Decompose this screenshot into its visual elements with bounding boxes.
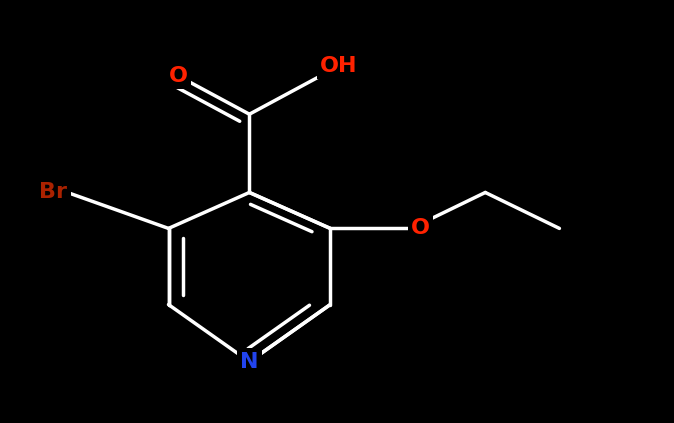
- Text: O: O: [411, 218, 430, 239]
- Text: O: O: [169, 66, 188, 86]
- Text: Br: Br: [39, 182, 67, 203]
- Text: N: N: [240, 352, 259, 372]
- Text: OH: OH: [320, 56, 358, 76]
